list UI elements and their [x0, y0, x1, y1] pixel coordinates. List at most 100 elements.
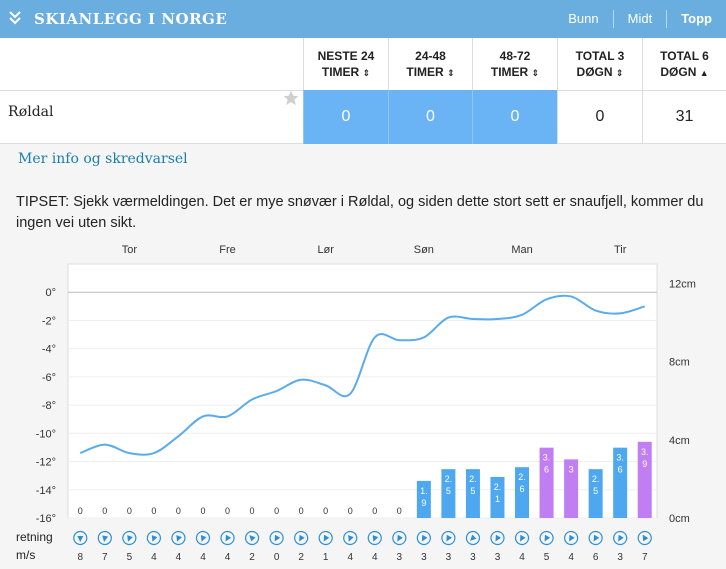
snow-zero-label: 0: [299, 506, 304, 516]
snow-bar-label: 9: [642, 459, 647, 469]
snow-zero-label: 0: [397, 506, 402, 516]
col-total-6d[interactable]: TOTAL 6 DØGN ▲: [642, 38, 726, 90]
wind-arrow-icon: [318, 530, 333, 546]
wind-speed-value: 5: [127, 552, 133, 563]
plot-area: [67, 263, 658, 519]
wind-speed-value: 0: [274, 552, 280, 563]
col-next-24h[interactable]: NESTE 24 TIMER ⇕: [303, 38, 388, 90]
snow-bar: [539, 447, 554, 518]
temp-tick-label: -10°: [36, 428, 56, 440]
snow-table: NESTE 24 TIMER ⇕ 24-48 TIMER ⇕ 48-72 TIM…: [0, 38, 726, 144]
wind-speed-value: 5: [544, 552, 550, 563]
wind-speed-value: 4: [568, 552, 574, 563]
wind-speed-value: 3: [470, 552, 476, 563]
day-label: Fre: [219, 244, 236, 256]
nav-bunn[interactable]: Bunn: [568, 11, 599, 26]
wind-arrow-icon: [97, 530, 112, 546]
nav-midt[interactable]: Midt: [612, 10, 667, 28]
value-next-24h: 0: [303, 90, 388, 144]
snow-zero-label: 0: [274, 506, 279, 516]
snow-bar-label: 3.: [641, 447, 649, 457]
tips-text: TIPSET: Sjekk værmeldingen. Det er mye s…: [16, 194, 704, 231]
wind-speed-value: 3: [495, 552, 501, 563]
wind-speed-value: 4: [347, 552, 353, 563]
snow-bar-label: 9: [421, 498, 426, 508]
temp-tick-label: -16°: [36, 513, 56, 525]
snow-bar: [490, 476, 505, 518]
weather-chart: Tor Fre Lør Søn Man Tir 0° -2° -4° -6° -8° -10° -12°…: [36, 244, 696, 563]
collapse-chevron-icon[interactable]: [7, 9, 23, 27]
altitude-nav: Bunn Midt Topp: [554, 0, 726, 38]
wind-speed-value: 3: [397, 552, 403, 563]
snow-bar-label: 2.: [592, 474, 600, 484]
snow-bar: [588, 469, 603, 518]
wind-arrow-icon: [195, 530, 211, 546]
day-label: Man: [511, 244, 532, 256]
wind-arrow-icon: [416, 530, 431, 546]
wind-arrow-icon: [343, 530, 358, 546]
wind-arrow-icon: [244, 530, 260, 546]
col-total-3d[interactable]: TOTAL 3 DØGN ⇕: [557, 38, 642, 90]
wind-arrow-icon: [367, 530, 382, 546]
wind-speed-value: 4: [519, 552, 525, 563]
wind-speed-value: 4: [200, 552, 206, 563]
snow-bar-label: 3.: [616, 453, 624, 463]
wind-speed-value: 3: [446, 552, 452, 563]
wind-speed-value: 4: [372, 552, 378, 563]
snow-bar: [564, 459, 579, 518]
snow-bar-label: 3: [569, 464, 574, 474]
snow-bar-label: 2.: [469, 474, 477, 484]
nav-topp[interactable]: Topp: [666, 10, 726, 28]
wind-arrow-icon: [122, 530, 137, 546]
temp-tick-label: -8°: [42, 400, 56, 412]
temp-tick-label: 0°: [45, 287, 56, 299]
value-48-72h: 0: [472, 90, 557, 144]
wind-speed-value: 7: [642, 552, 648, 563]
wind-arrow-icon: [637, 530, 652, 546]
temperature-line: [79, 294, 646, 456]
snow-bar: [637, 441, 652, 518]
wind-arrow-icon: [146, 530, 161, 546]
temp-tick-label: -14°: [36, 485, 56, 497]
snow-bar-label: 3.: [543, 453, 551, 463]
snow-tick-label: 12cm: [669, 279, 696, 291]
wind-speed-value: 4: [176, 552, 182, 563]
snow-zero-label: 0: [176, 506, 181, 516]
wind-arrow-icon: [171, 530, 186, 546]
snow-bar-label: 2.: [494, 482, 502, 492]
temp-tick-label: -12°: [36, 457, 56, 469]
wind-speed-label: m/s: [16, 548, 36, 562]
sort-icon: ⇕: [615, 68, 624, 78]
temp-tick-label: -4°: [42, 344, 56, 356]
wind-speed-value: 3: [421, 552, 427, 563]
wind-speed-value: 8: [77, 552, 83, 563]
snow-zero-label: 0: [102, 506, 107, 516]
wind-arrow-icon: [613, 530, 628, 546]
wind-speed-value: 3: [617, 552, 623, 563]
temp-tick-label: -2°: [42, 315, 56, 327]
snow-zero-label: 0: [127, 506, 132, 516]
snow-zero-label: 0: [323, 506, 328, 516]
value-24-48h: 0: [388, 90, 472, 144]
snow-zero-label: 0: [225, 506, 230, 516]
snow-bar-label: 1: [495, 494, 500, 504]
wind-speed-value: 2: [249, 552, 255, 563]
col-24-48h[interactable]: 24-48 TIMER ⇕: [388, 38, 472, 90]
more-info-link[interactable]: Mer info og skredvarsel: [18, 151, 188, 167]
day-label: Tir: [614, 244, 627, 256]
snow-bar-label: 2.: [445, 474, 453, 484]
snow-bar-label: 6: [618, 465, 623, 475]
temp-tick-label: -6°: [42, 372, 56, 384]
wind-arrow-icon: [73, 530, 88, 546]
page-title: SKIANLEGG I NORGE: [34, 10, 228, 28]
value-total-6d: 31: [642, 90, 726, 144]
wind-arrow-icon: [564, 530, 579, 546]
snow-tick-label: 8cm: [669, 357, 690, 369]
sort-icon: ⇕: [531, 68, 540, 78]
wind-arrow-icon: [294, 530, 309, 546]
favorite-star-icon[interactable]: [282, 89, 300, 107]
snow-bar-label: 2.: [518, 472, 526, 482]
col-48-72h[interactable]: 48-72 TIMER ⇕: [472, 38, 557, 90]
wind-arrow-icon: [392, 530, 407, 546]
day-label: Lør: [317, 244, 334, 256]
